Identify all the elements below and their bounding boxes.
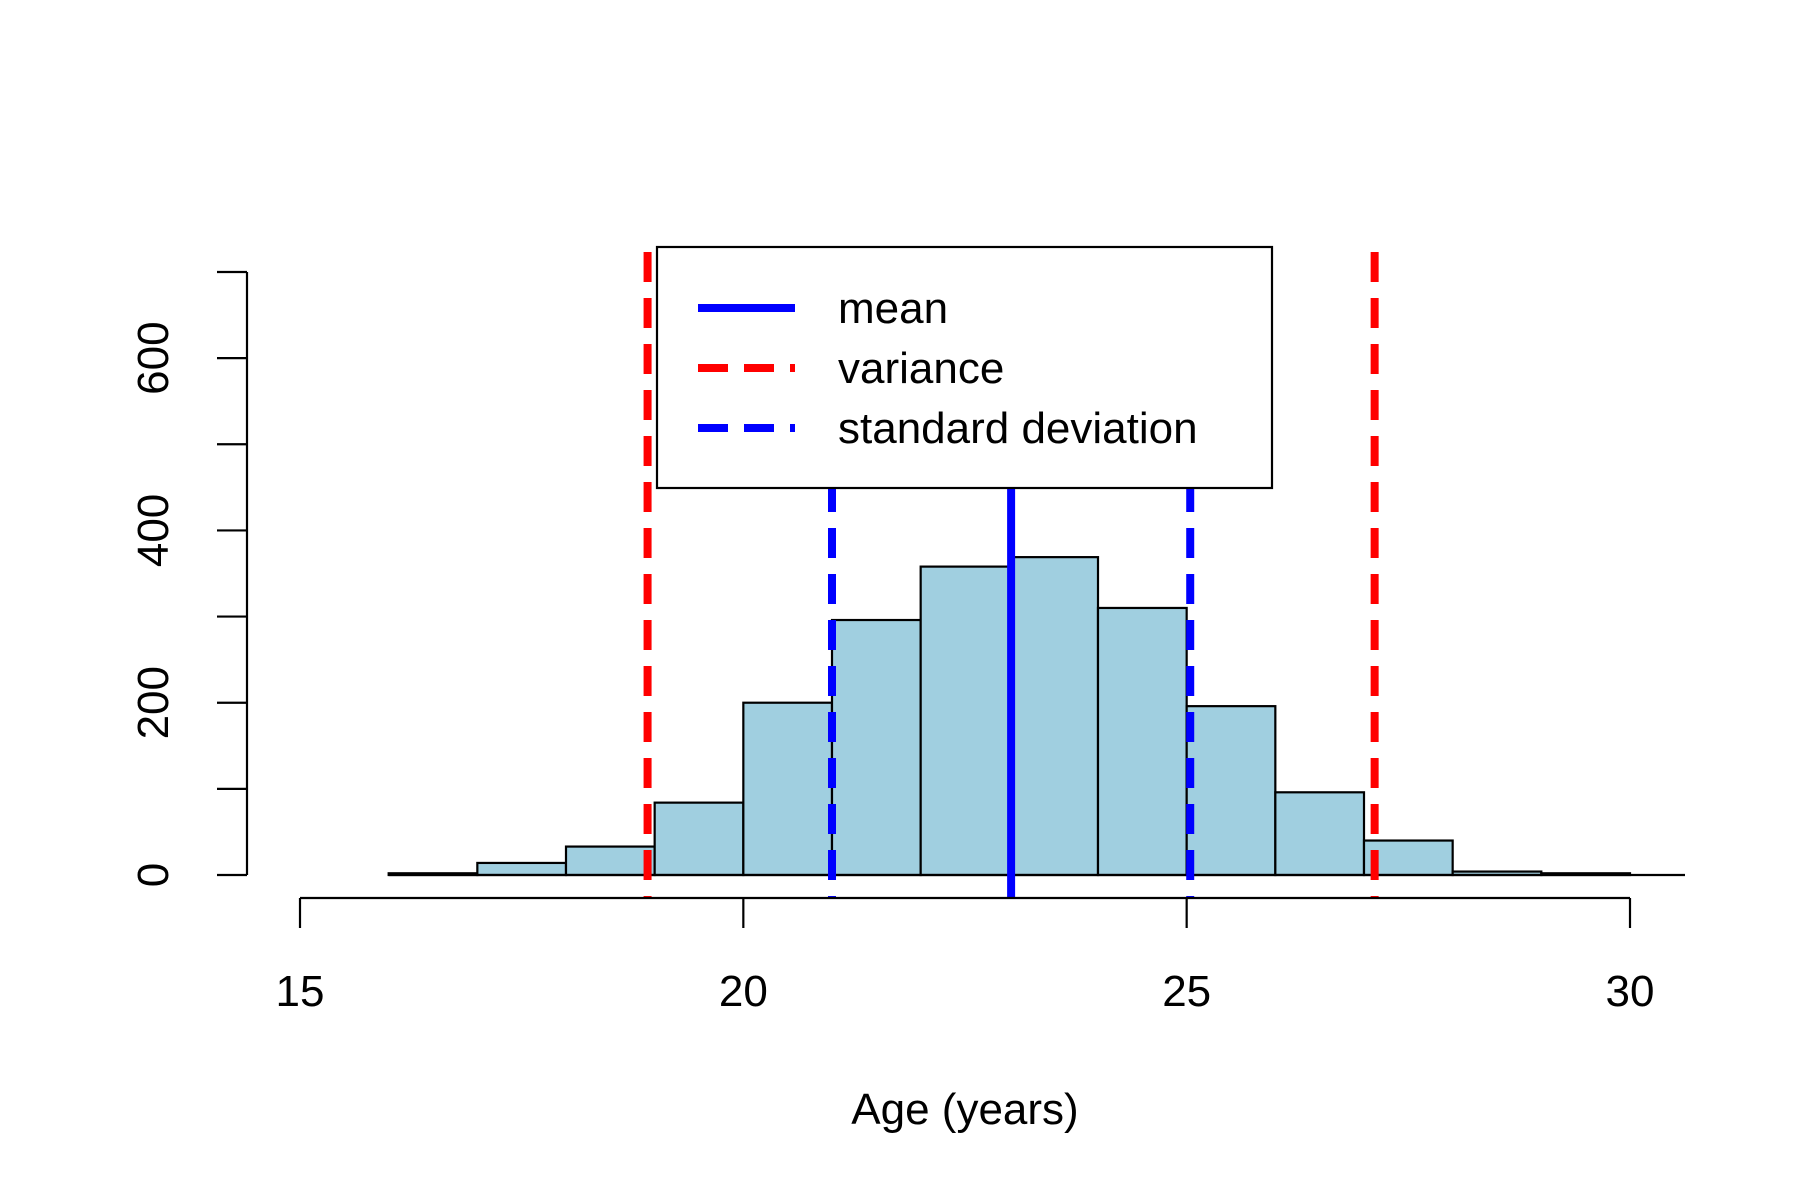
legend-label: variance [838, 344, 1004, 393]
histogram-bar [1362, 839, 1454, 877]
histogram-bar [830, 618, 922, 877]
histogram-bar [919, 565, 1011, 877]
histogram-bar [742, 701, 834, 877]
histogram-bar [1008, 556, 1100, 877]
y-tick-label: 200 [129, 666, 178, 739]
legend: mean variance standard deviation [655, 245, 1274, 490]
x-tick-label: 15 [276, 967, 325, 1016]
legend-label: standard deviation [838, 404, 1198, 453]
x-tick-label: 25 [1162, 967, 1211, 1016]
y-tick-label: 600 [129, 321, 178, 394]
x-axis-title: Age (years) [851, 1085, 1078, 1134]
y-tick-label: 400 [129, 494, 178, 567]
y-tick-label: 0 [129, 863, 178, 887]
histogram-bars [387, 556, 1685, 877]
histogram-bar [1274, 791, 1366, 877]
x-tick-label: 30 [1606, 967, 1655, 1016]
histogram-bar [653, 801, 745, 877]
histogram-bar [1185, 705, 1277, 877]
histogram-bar [564, 845, 656, 877]
x-tick-label: 20 [719, 967, 768, 1016]
x-axis: 15 20 25 30 [276, 896, 1655, 1016]
y-axis: 0 200 400 600 [129, 270, 249, 887]
legend-label: mean [838, 284, 948, 333]
histogram-bar [1096, 606, 1188, 877]
histogram-bar [476, 861, 568, 877]
